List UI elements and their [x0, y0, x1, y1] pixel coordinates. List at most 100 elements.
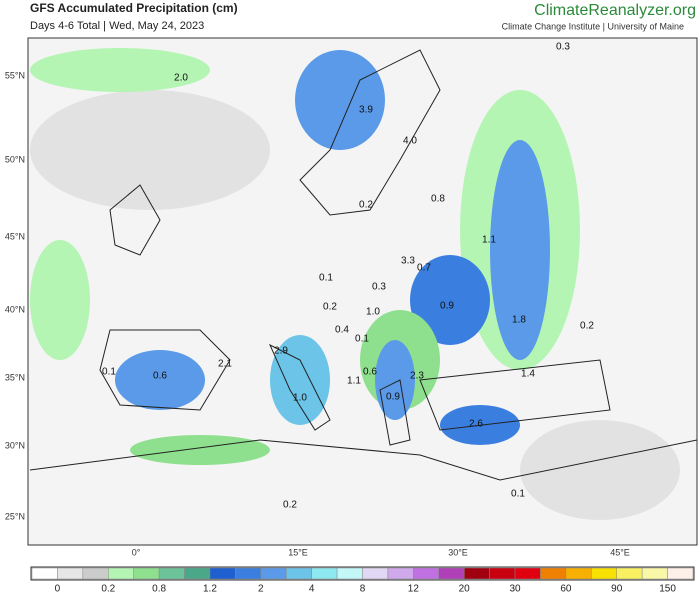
colorbar-swatch	[184, 567, 211, 580]
colorbar-swatch	[667, 567, 694, 580]
precip-area	[490, 140, 550, 360]
precip-area	[410, 255, 490, 345]
map	[27, 37, 698, 546]
latitude-label: 45°N	[5, 231, 25, 241]
colorbar-swatch	[489, 567, 516, 580]
colorbar-swatch	[209, 567, 236, 580]
colorbar-label: 4	[309, 584, 315, 595]
latitude-label: 55°N	[5, 70, 25, 80]
colorbar-swatch	[641, 567, 668, 580]
longitude-label: 45°E	[610, 547, 630, 557]
precip-area	[375, 340, 415, 420]
latitude-label: 35°N	[5, 372, 25, 382]
colorbar-label: 30	[509, 584, 521, 595]
colorbar-swatch	[311, 567, 338, 580]
latitude-label: 25°N	[5, 511, 25, 521]
map-value-label: 3.9	[359, 105, 373, 116]
precip-area	[30, 90, 270, 210]
map-value-label: 2.0	[174, 73, 188, 84]
map-value-label: 0.7	[417, 263, 431, 274]
colorbar-swatch	[438, 567, 465, 580]
map-value-label: 0.1	[319, 273, 333, 284]
brand-sub: Climate Change Institute | University of…	[502, 21, 684, 31]
colorbar-swatch	[616, 567, 643, 580]
precip-area	[30, 48, 210, 92]
map-value-label: 0.6	[153, 371, 167, 382]
brand[interactable]: ClimateReanalyzer.org	[534, 2, 696, 19]
colorbar-label: 2	[258, 584, 264, 595]
colorbar-swatch	[82, 567, 109, 580]
map-value-label: 0.3	[556, 42, 570, 53]
title: GFS Accumulated Precipitation (cm)	[30, 1, 238, 15]
colorbar-label: 0	[55, 584, 61, 595]
map-value-label: 1.0	[293, 393, 307, 404]
colorbar-swatch	[57, 567, 84, 580]
colorbar-swatch	[540, 567, 567, 580]
map-value-label: 2.3	[410, 371, 424, 382]
colorbar-label: 8	[360, 584, 366, 595]
map-value-label: 0.8	[431, 194, 445, 205]
subtitle: Days 4-6 Total | Wed, May 24, 2023	[30, 20, 204, 32]
precip-area	[270, 335, 330, 425]
colorbar-swatch	[413, 567, 440, 580]
map-value-label: 1.0	[366, 307, 380, 318]
colorbar-swatch	[133, 567, 160, 580]
map-value-label: 2.6	[469, 419, 483, 430]
map-value-label: 0.2	[580, 321, 594, 332]
precip-area	[520, 420, 680, 520]
colorbar-label: 0.2	[101, 584, 115, 595]
colorbar-swatch	[362, 567, 389, 580]
map-value-label: 1.4	[521, 369, 535, 380]
colorbar-label: 20	[459, 584, 471, 595]
colorbar-swatch	[108, 567, 134, 580]
map-value-label: 0.4	[335, 325, 349, 336]
map-value-label: 0.9	[440, 301, 454, 312]
latitude-label: 40°N	[5, 304, 25, 314]
colorbar-swatch	[260, 567, 287, 580]
colorbar	[30, 566, 695, 581]
colorbar-swatch	[565, 567, 592, 580]
longitude-label: 15°E	[288, 547, 308, 557]
precip-area	[30, 240, 90, 360]
coastline	[29, 49, 698, 481]
map-value-label: 1.1	[482, 235, 496, 246]
latitude-label: 50°N	[5, 154, 25, 164]
colorbar-label: 60	[560, 584, 572, 595]
colorbar-swatch	[591, 567, 617, 580]
map-value-label: 0.1	[355, 334, 369, 345]
map-value-label: 0.2	[323, 302, 337, 313]
colorbar-swatch	[514, 567, 541, 580]
map-value-label: 0.6	[363, 367, 377, 378]
colorbar-label: 90	[611, 584, 623, 595]
map-value-label: 3.3	[401, 256, 415, 267]
longitude-label: 0°	[132, 547, 141, 557]
colorbar-frame	[30, 566, 695, 581]
map-value-label: 0.2	[283, 500, 297, 511]
map-value-label: 2.9	[274, 346, 288, 357]
colorbar-swatch	[336, 567, 363, 580]
colorbar-swatch	[235, 567, 262, 580]
colorbar-swatch	[387, 567, 414, 580]
colorbar-label: 1.2	[203, 584, 217, 595]
colorbar-label: 12	[408, 584, 420, 595]
map-value-label: 1.1	[347, 376, 361, 387]
longitude-label: 30°E	[448, 547, 468, 557]
colorbar-label: 150	[659, 584, 676, 595]
map-value-label: 0.2	[359, 200, 373, 211]
colorbar-swatch	[285, 567, 312, 580]
map-value-label: 0.1	[511, 489, 525, 500]
map-value-label: 2.1	[218, 359, 232, 370]
map-value-label: 0.9	[386, 392, 400, 403]
precip-area	[295, 50, 385, 150]
precip-area	[130, 435, 270, 465]
map-value-label: 0.1	[102, 367, 116, 378]
latitude-label: 30°N	[5, 440, 25, 450]
map-value-label: 0.3	[372, 282, 386, 293]
colorbar-label: 0.8	[152, 584, 166, 595]
colorbar-swatch	[158, 567, 185, 580]
map-value-label: 1.8	[512, 315, 526, 326]
precip-area	[115, 350, 205, 410]
colorbar-swatch	[463, 567, 490, 580]
map-value-label: 4.0	[403, 136, 417, 147]
